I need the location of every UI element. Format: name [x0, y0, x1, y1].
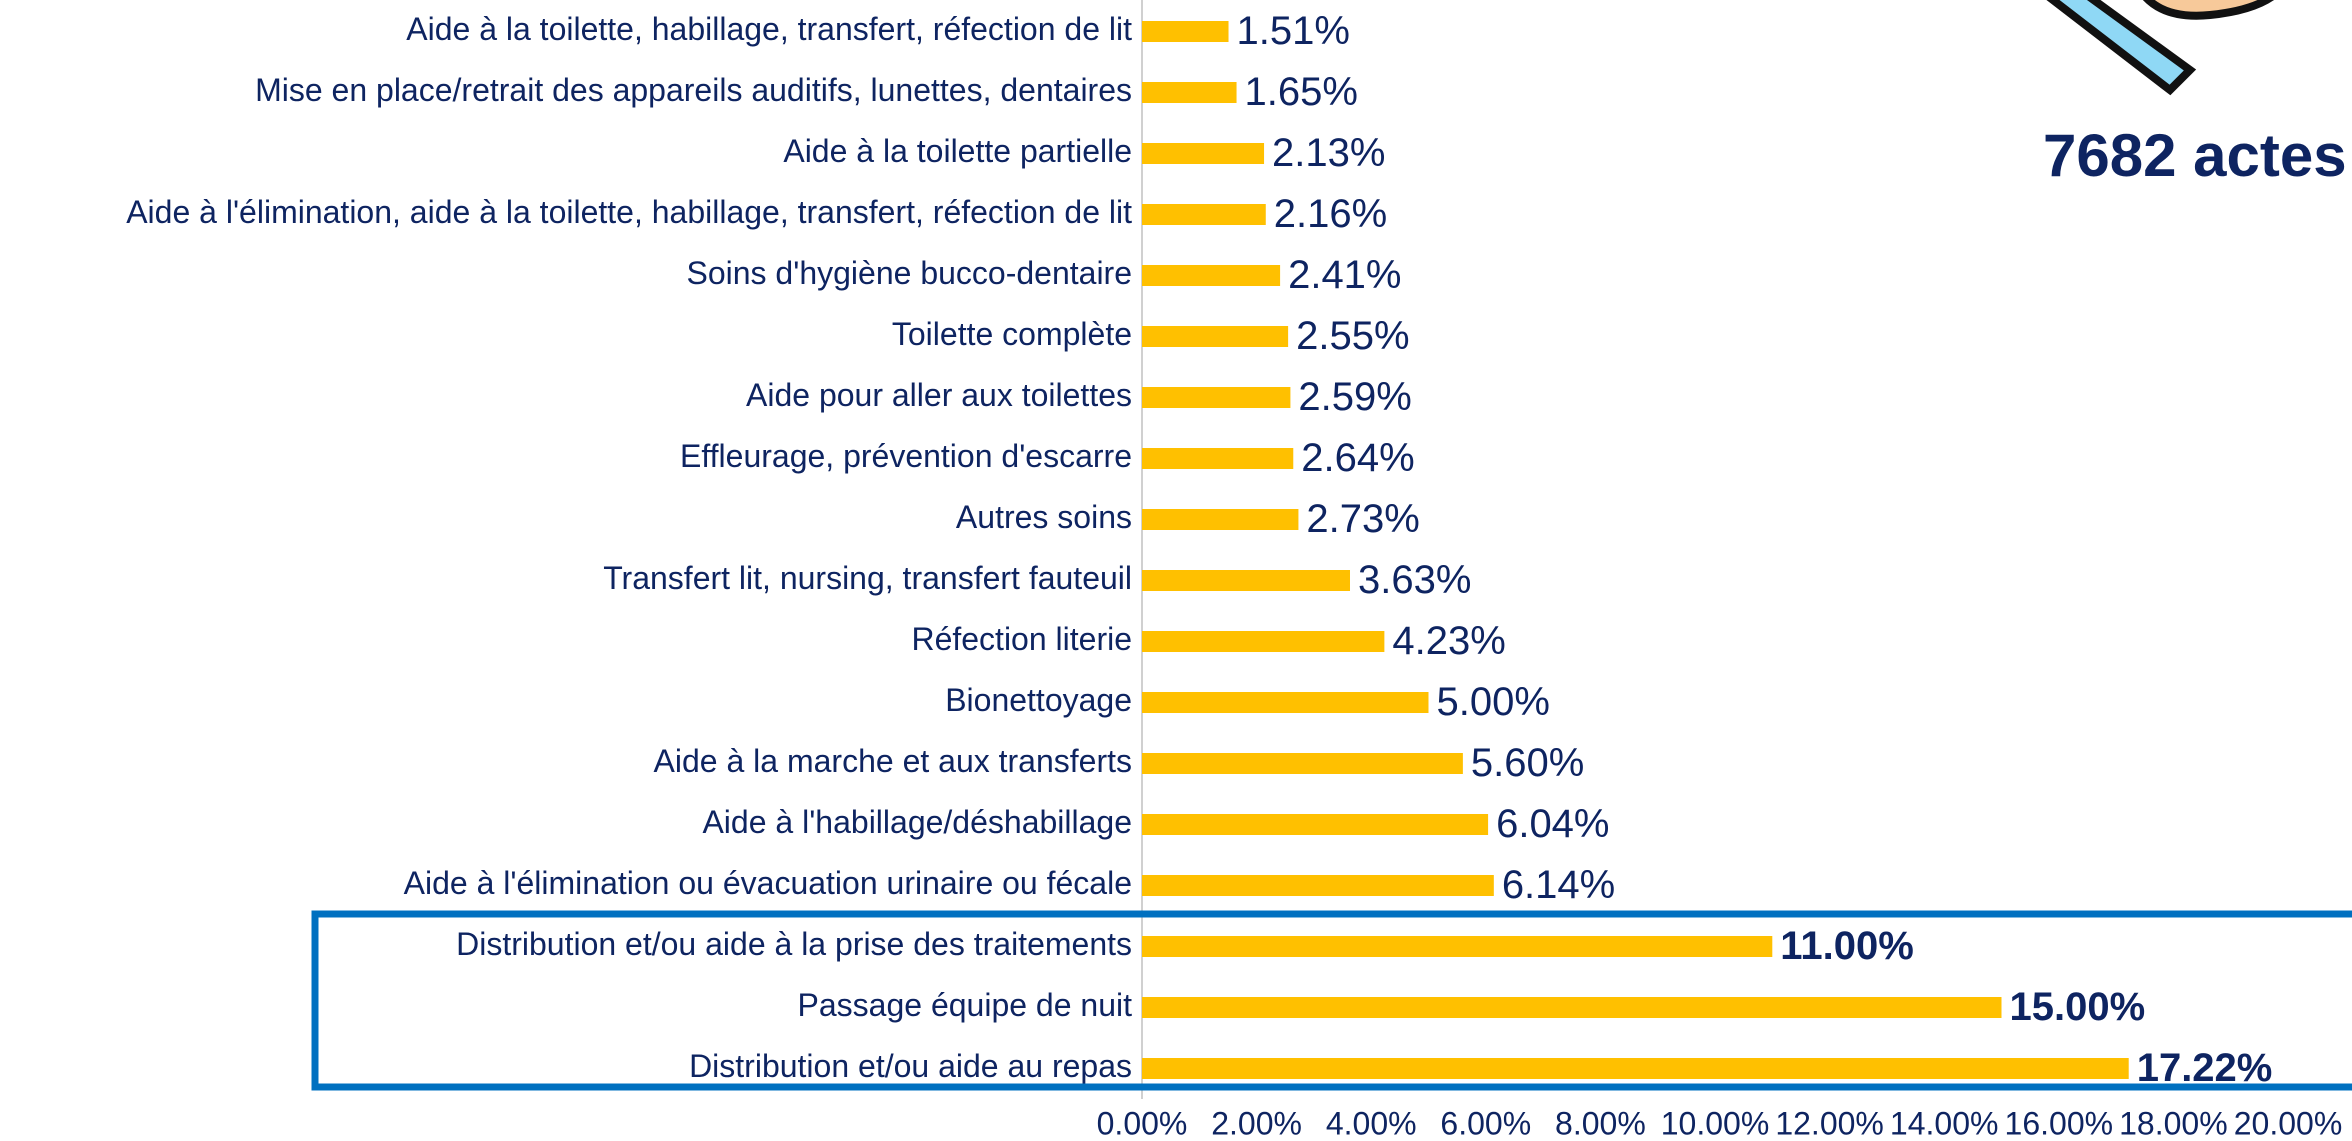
- bar: [1142, 265, 1281, 286]
- value-label: 15.00%: [2010, 985, 2146, 1029]
- value-label: 11.00%: [1780, 924, 1913, 968]
- value-label: 2.59%: [1298, 375, 1411, 419]
- bar: [1142, 204, 1266, 225]
- x-tick-label: 14.00%: [1890, 1105, 1999, 1141]
- bar: [1142, 570, 1350, 591]
- category-label: Aide à la toilette partielle: [783, 133, 1132, 169]
- category-label: Mise en place/retrait des appareils audi…: [255, 72, 1132, 108]
- category-label: Aide à l'élimination ou évacuation urina…: [404, 865, 1132, 901]
- x-tick-label: 4.00%: [1326, 1105, 1417, 1141]
- category-label: Distribution et/ou aide au repas: [689, 1048, 1132, 1084]
- value-label: 4.23%: [1392, 619, 1505, 663]
- x-tick-label: 20.00%: [2234, 1105, 2343, 1141]
- bar: [1142, 326, 1289, 347]
- bar: [1142, 21, 1229, 42]
- annotation: 7682 actes: [2043, 122, 2347, 189]
- x-tick-label: 8.00%: [1555, 1105, 1646, 1141]
- bar: [1142, 875, 1494, 896]
- value-label: 2.64%: [1301, 436, 1414, 480]
- bar: [1142, 814, 1489, 835]
- value-label: 2.16%: [1274, 192, 1387, 236]
- category-label: Aide à l'habillage/déshabillage: [702, 804, 1132, 840]
- highlight-box: [311, 910, 2352, 1091]
- bar: [1142, 692, 1429, 713]
- value-label: 3.63%: [1358, 558, 1471, 602]
- bar: [1142, 753, 1463, 774]
- category-label: Transfert lit, nursing, transfert fauteu…: [603, 560, 1132, 596]
- value-label: 2.55%: [1296, 314, 1409, 358]
- value-label: 6.04%: [1496, 802, 1609, 846]
- category-label: Aide à la marche et aux transferts: [654, 743, 1132, 779]
- bar: [1142, 997, 2002, 1018]
- value-label: 17.22%: [2137, 1046, 2273, 1090]
- category-label: Aide pour aller aux toilettes: [746, 377, 1132, 413]
- category-label: Soins d'hygiène bucco-dentaire: [686, 255, 1132, 291]
- x-tick-label: 12.00%: [1775, 1105, 1884, 1141]
- bar: [1142, 387, 1291, 408]
- x-tick-label: 6.00%: [1440, 1105, 1531, 1141]
- bar: [1142, 1058, 2129, 1079]
- bar: [1142, 936, 1773, 957]
- value-label: 2.41%: [1288, 253, 1401, 297]
- category-label: Aide à l'élimination, aide à la toilette…: [126, 194, 1132, 230]
- bar: [1142, 631, 1385, 652]
- x-tick-label: 0.00%: [1097, 1105, 1188, 1141]
- category-label: Passage équipe de nuit: [798, 987, 1133, 1023]
- x-tick-label: 2.00%: [1211, 1105, 1302, 1141]
- x-tick-label: 16.00%: [2005, 1105, 2114, 1141]
- bar: [1142, 448, 1294, 469]
- value-label: 5.60%: [1471, 741, 1584, 785]
- value-label: 1.51%: [1237, 9, 1350, 53]
- value-label: 5.00%: [1437, 680, 1550, 724]
- value-label: 6.14%: [1502, 863, 1615, 907]
- category-label: Aide à la toilette, habillage, transfert…: [406, 11, 1132, 47]
- x-tick-label: 18.00%: [2119, 1105, 2228, 1141]
- bar: [1142, 143, 1265, 164]
- category-label: Réfection literie: [911, 621, 1132, 657]
- value-label: 1.65%: [1245, 70, 1358, 114]
- value-label: 2.73%: [1306, 497, 1419, 541]
- icon: [2046, 0, 2274, 96]
- x-tick-label: 10.00%: [1661, 1105, 1770, 1141]
- value-label: 2.13%: [1272, 131, 1385, 175]
- category-label: Effleurage, prévention d'escarre: [680, 438, 1132, 474]
- bar: [1142, 82, 1237, 103]
- category-label: Distribution et/ou aide à la prise des t…: [456, 926, 1132, 962]
- category-label: Toilette complète: [892, 316, 1132, 352]
- category-label: Autres soins: [956, 499, 1132, 535]
- bar: [1142, 509, 1299, 530]
- category-label: Bionettoyage: [945, 682, 1132, 718]
